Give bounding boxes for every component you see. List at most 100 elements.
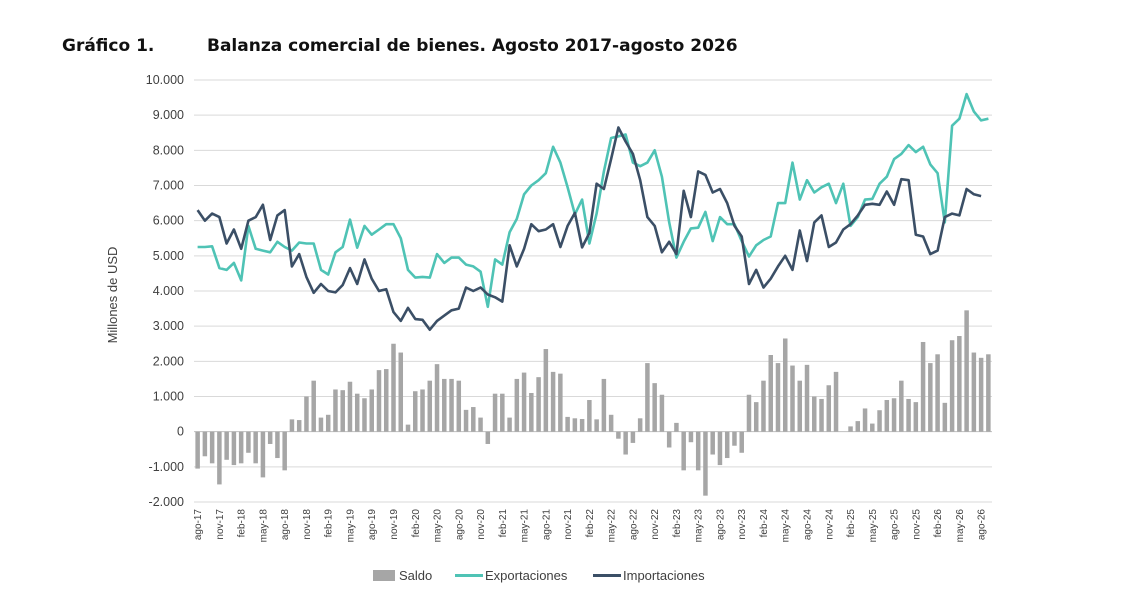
y-tick-label: -1.000 bbox=[149, 460, 184, 474]
saldo-bar bbox=[746, 394, 752, 432]
saldo-bar bbox=[608, 414, 614, 432]
y-tick-label: 5.000 bbox=[153, 249, 184, 263]
saldo-bar bbox=[833, 371, 839, 432]
saldo-bar bbox=[376, 370, 382, 432]
saldo-bar bbox=[819, 398, 824, 432]
saldo-bar bbox=[543, 349, 549, 432]
chart-title: Balanza comercial de bienes. Agosto 2017… bbox=[207, 36, 738, 56]
saldo-bar bbox=[877, 410, 882, 432]
saldo-bar bbox=[652, 383, 657, 432]
saldo-bar bbox=[666, 431, 672, 448]
x-tick-label: may-23 bbox=[694, 509, 705, 543]
saldo-bar bbox=[928, 363, 933, 432]
saldo-bar bbox=[550, 371, 556, 432]
saldo-bar bbox=[957, 336, 962, 432]
saldo-bar bbox=[891, 398, 897, 432]
saldo-bar bbox=[986, 354, 991, 432]
saldo-bar bbox=[862, 408, 868, 432]
y-tick-label: 7.000 bbox=[153, 179, 184, 193]
y-tick-label: 1.000 bbox=[153, 390, 184, 404]
saldo-bar bbox=[935, 354, 940, 432]
saldo-bar bbox=[217, 431, 222, 485]
x-axis-ticks: ago-17 nov-17 feb-18 may-18 ago-18 nov-18 feb-… bbox=[193, 509, 988, 543]
saldo-bar bbox=[514, 378, 520, 432]
saldo-bar bbox=[202, 431, 208, 457]
saldo-bar bbox=[362, 398, 367, 432]
saldo-bar bbox=[804, 364, 810, 432]
saldo-bar bbox=[224, 431, 229, 460]
saldo-bar bbox=[195, 431, 200, 469]
x-tick-label: ago-23 bbox=[716, 509, 727, 541]
saldo-bar bbox=[391, 343, 396, 432]
saldo-bar bbox=[383, 369, 389, 432]
saldo-bar bbox=[906, 398, 911, 432]
saldo-bar bbox=[899, 380, 904, 432]
saldo-bar bbox=[209, 431, 215, 464]
saldo-bar bbox=[318, 417, 324, 432]
saldo-bar bbox=[521, 372, 527, 432]
saldo-bar bbox=[659, 394, 665, 432]
saldo-bar bbox=[797, 380, 803, 432]
saldo-bar bbox=[369, 389, 374, 432]
saldo-bar bbox=[289, 419, 295, 432]
saldo-bar bbox=[405, 424, 411, 432]
saldo-bar bbox=[732, 431, 737, 446]
saldo-bar bbox=[354, 393, 360, 432]
x-tick-label: may-24 bbox=[781, 509, 792, 543]
saldo-bar bbox=[579, 419, 585, 432]
y-tick-label: 9.000 bbox=[153, 108, 184, 122]
saldo-bar bbox=[964, 310, 969, 432]
saldo-bar bbox=[645, 363, 650, 432]
saldo-bar bbox=[913, 402, 919, 432]
saldo-bar bbox=[413, 391, 418, 432]
saldo-bars bbox=[195, 310, 991, 496]
saldo-bar bbox=[870, 423, 875, 432]
x-tick-label: nov-25 bbox=[911, 509, 922, 540]
y-tick-label: 10.000 bbox=[146, 73, 184, 87]
y-tick-label: 0 bbox=[177, 425, 184, 439]
x-tick-label: ago-25 bbox=[890, 509, 901, 541]
saldo-bar bbox=[427, 380, 433, 432]
saldo-bar bbox=[340, 390, 345, 432]
x-tick-label: nov-20 bbox=[476, 509, 487, 540]
legend-label: Exportaciones bbox=[485, 568, 568, 583]
saldo-bar bbox=[674, 422, 679, 432]
saldo-bar bbox=[231, 431, 237, 466]
saldo-bar bbox=[456, 380, 462, 432]
saldo-bar bbox=[920, 341, 926, 432]
x-tick-label: may-18 bbox=[258, 509, 269, 543]
saldo-bar bbox=[434, 364, 440, 432]
x-tick-label: nov-21 bbox=[563, 509, 574, 540]
saldo-bar bbox=[246, 431, 251, 453]
saldo-bar bbox=[463, 409, 469, 432]
legend-label: Saldo bbox=[399, 568, 432, 583]
figure-number: Gráfico 1. bbox=[62, 36, 155, 56]
x-tick-label: nov-23 bbox=[737, 509, 748, 540]
saldo-bar bbox=[753, 402, 759, 432]
x-tick-label: feb-20 bbox=[411, 509, 422, 538]
saldo-bar bbox=[529, 392, 534, 432]
saldo-bar bbox=[637, 418, 643, 432]
x-tick-label: feb-18 bbox=[237, 509, 248, 538]
saldo-bar bbox=[485, 431, 491, 444]
x-tick-label: ago-26 bbox=[977, 509, 988, 541]
saldo-bar bbox=[572, 418, 578, 432]
saldo-bar bbox=[347, 381, 353, 432]
y-tick-label: 3.000 bbox=[153, 319, 184, 333]
x-tick-label: feb-24 bbox=[759, 509, 770, 538]
saldo-bar bbox=[688, 431, 694, 443]
saldo-bar bbox=[536, 377, 541, 432]
x-tick-label: ago-19 bbox=[367, 509, 378, 541]
saldo-bar bbox=[296, 420, 302, 432]
x-tick-label: ago-17 bbox=[193, 509, 204, 541]
x-tick-label: feb-19 bbox=[324, 509, 335, 538]
saldo-bar bbox=[717, 431, 723, 466]
saldo-bar bbox=[848, 426, 853, 432]
saldo-bar bbox=[623, 431, 628, 455]
importaciones-line bbox=[196, 126, 982, 331]
x-tick-label: nov-18 bbox=[302, 509, 313, 540]
x-tick-label: ago-20 bbox=[454, 509, 465, 541]
x-tick-label: may-25 bbox=[868, 509, 879, 543]
saldo-bar bbox=[739, 431, 744, 453]
saldo-bar bbox=[507, 417, 512, 432]
